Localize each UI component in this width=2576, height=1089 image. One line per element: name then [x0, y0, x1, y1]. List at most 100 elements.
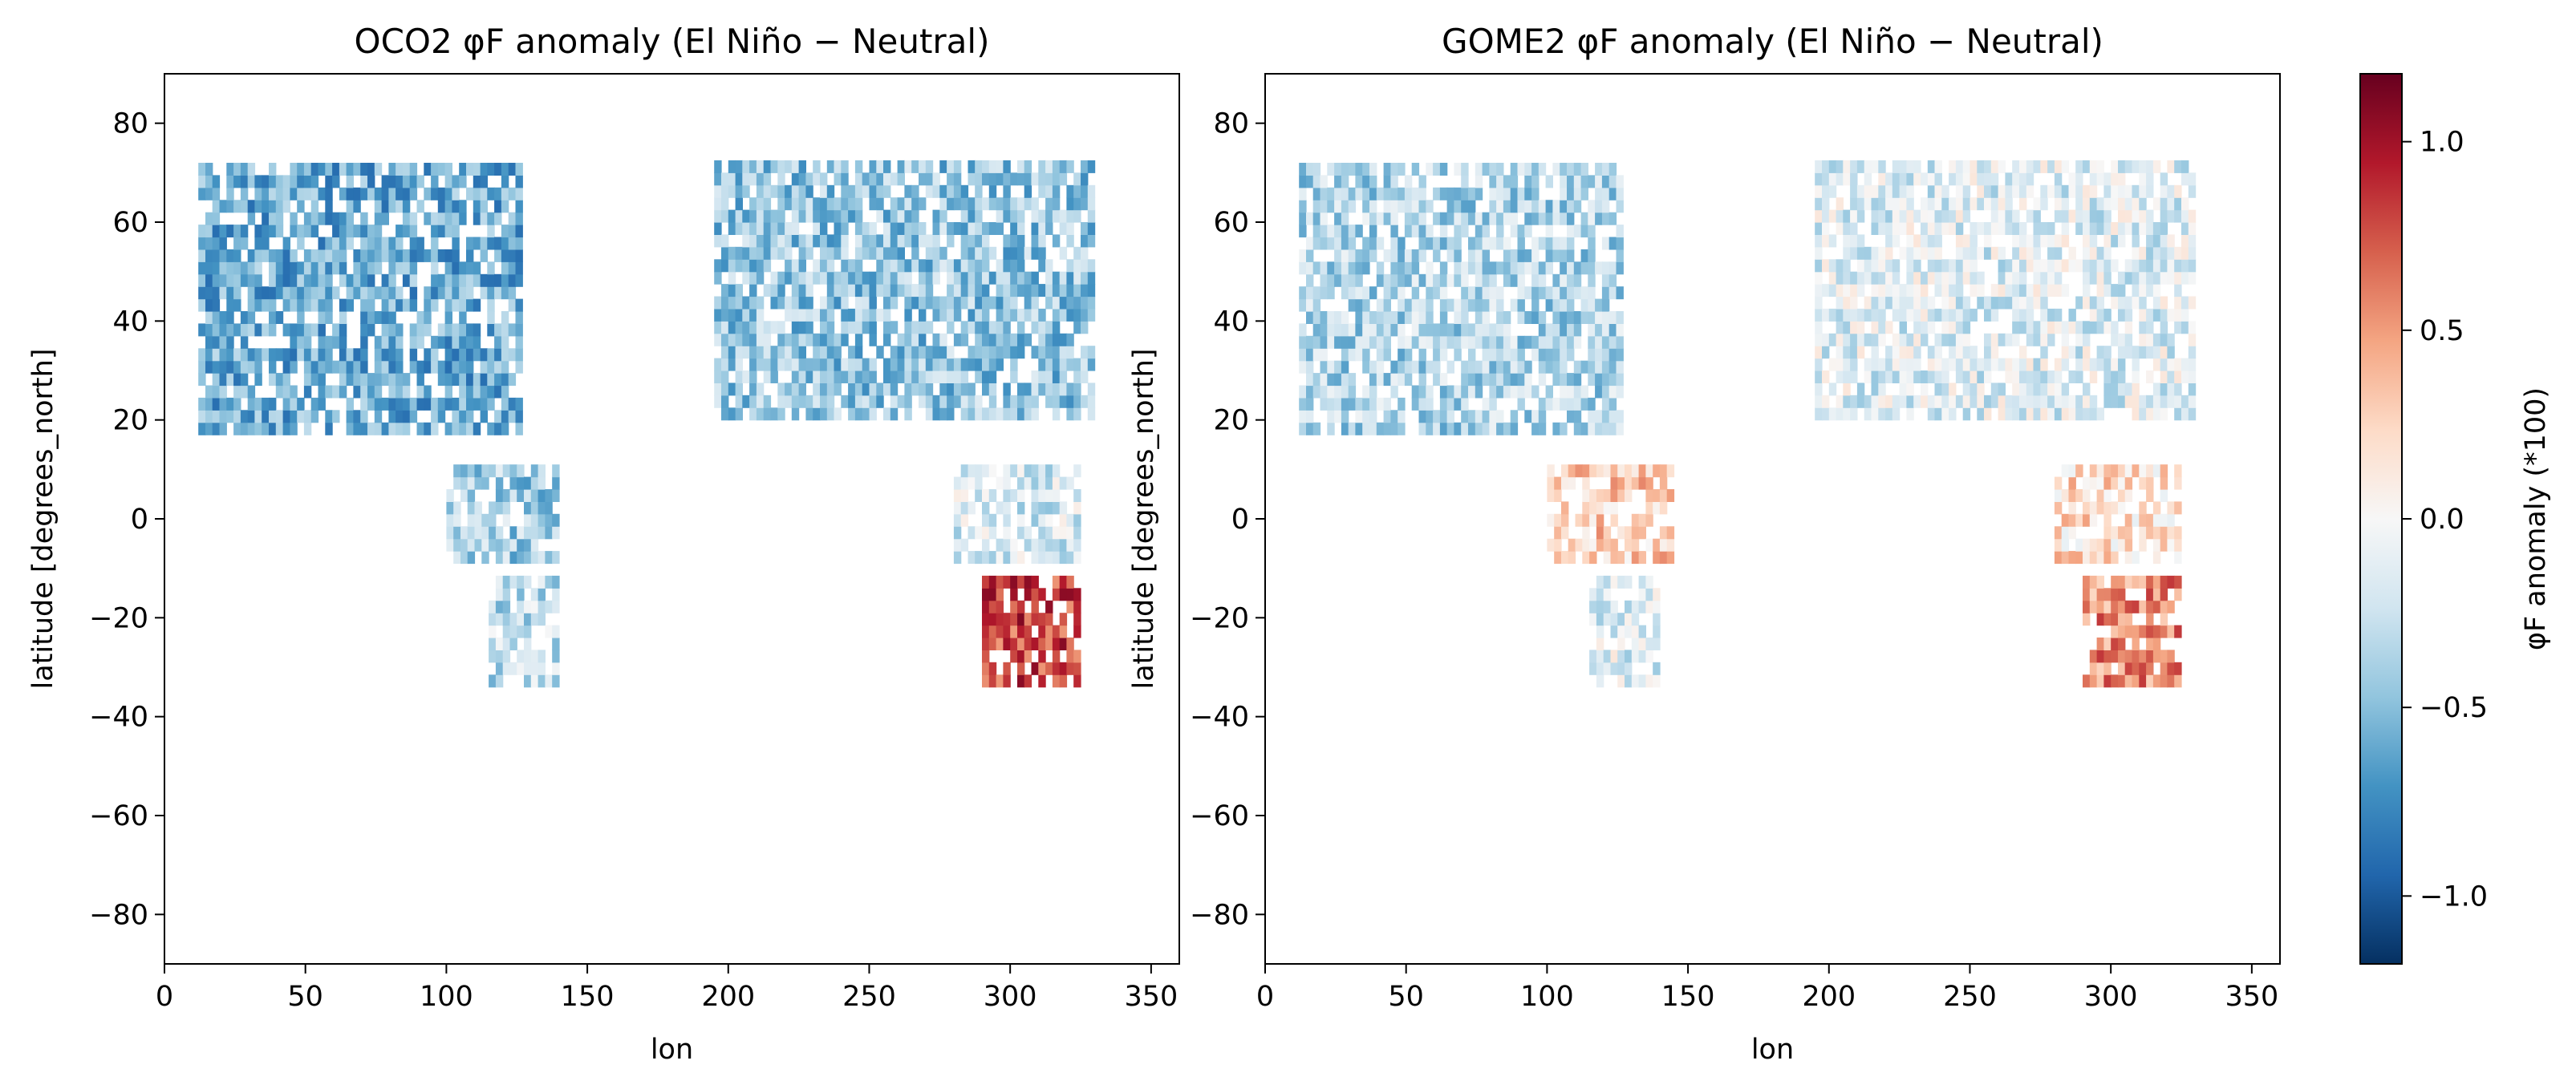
heatmap-cell — [524, 600, 532, 613]
heatmap-cell — [495, 638, 504, 650]
heatmap-cell — [1510, 225, 1519, 238]
heatmap-cell — [409, 273, 418, 287]
heatmap-cell — [1398, 200, 1406, 213]
heatmap-cell — [953, 370, 962, 383]
heatmap-cell — [303, 249, 312, 262]
heatmap-cell — [1404, 360, 1413, 374]
heatmap-cell — [2068, 501, 2076, 515]
heatmap-cell — [2118, 674, 2126, 688]
heatmap-cell — [2040, 271, 2048, 285]
heatmap-cell — [1538, 348, 1547, 362]
heatmap-cell — [1617, 650, 1625, 663]
heatmap-cell — [728, 296, 736, 310]
heatmap-cell — [2089, 321, 2098, 334]
heatmap-cell — [960, 284, 969, 298]
heatmap-cell — [495, 575, 504, 589]
heatmap-cell — [841, 246, 849, 260]
heatmap-cell — [1376, 212, 1385, 225]
heatmap-cell — [1411, 286, 1420, 300]
heatmap-cell — [1003, 613, 1011, 626]
heatmap-cell — [805, 333, 813, 346]
heatmap-cell — [1059, 662, 1068, 675]
heatmap-cell — [1822, 222, 1830, 235]
heatmap-cell — [1320, 212, 1328, 225]
heatmap-cell — [1376, 360, 1385, 374]
heatmap-cell — [1850, 358, 1858, 371]
heatmap-cell — [1545, 225, 1553, 238]
heatmap-cell — [205, 360, 213, 374]
heatmap-cell — [2139, 526, 2147, 540]
heatmap-cell — [996, 551, 1004, 565]
heatmap-cell — [791, 222, 800, 235]
heatmap-cell — [1864, 333, 1872, 346]
heatmap-cell — [1589, 588, 1597, 601]
heatmap-cell — [318, 397, 326, 411]
heatmap-cell — [219, 286, 227, 300]
heatmap-cell — [1418, 360, 1426, 374]
heatmap-cell — [1617, 625, 1625, 638]
heatmap-cell — [982, 259, 990, 273]
heatmap-cell — [247, 286, 256, 300]
heatmap-cell — [953, 501, 962, 515]
heatmap-cell — [1031, 407, 1039, 421]
heatmap-cell — [1468, 237, 1476, 250]
heatmap-cell — [763, 259, 772, 273]
heatmap-cell — [2083, 395, 2091, 408]
heatmap-cell — [1306, 385, 1314, 399]
heatmap-cell — [346, 373, 354, 387]
heatmap-cell — [1426, 298, 1434, 312]
heatmap-cell — [982, 526, 990, 540]
heatmap-cell — [2174, 407, 2182, 421]
heatmap-cell — [919, 370, 927, 383]
heatmap-cell — [1031, 346, 1039, 359]
heatmap-cell — [1921, 296, 1929, 310]
heatmap-cell — [2083, 358, 2091, 371]
heatmap-cell — [360, 249, 368, 262]
heatmap-cell — [1899, 209, 1907, 223]
y-tick-label: 80 — [112, 108, 148, 140]
heatmap-cell — [1468, 249, 1476, 262]
heatmap-cell — [473, 200, 481, 213]
heatmap-cell — [1059, 271, 1068, 285]
heatmap-cell — [1843, 358, 1851, 371]
heatmap-cell — [1596, 489, 1604, 502]
heatmap-cell — [339, 323, 347, 337]
heatmap-cell — [2047, 321, 2055, 334]
heatmap-cell — [2047, 407, 2055, 421]
heatmap-cell — [988, 600, 997, 613]
heatmap-cell — [515, 335, 523, 349]
heatmap-cell — [1482, 410, 1490, 423]
heatmap-cell — [1081, 321, 1089, 334]
heatmap-cell — [890, 197, 899, 211]
heatmap-cell — [1426, 323, 1434, 337]
heatmap-cell — [890, 370, 899, 383]
heatmap-cell — [226, 348, 234, 362]
heatmap-cell — [1856, 395, 1865, 408]
heatmap-cell — [205, 335, 213, 349]
heatmap-cell — [1990, 395, 1999, 408]
heatmap-cell — [2061, 160, 2070, 173]
heatmap-cell — [396, 360, 404, 374]
heatmap-cell — [1573, 187, 1582, 200]
heatmap-cell — [1638, 513, 1646, 527]
heatmap-cell — [240, 335, 249, 349]
heatmap-cell — [1856, 246, 1865, 260]
heatmap-cell — [1439, 212, 1448, 225]
heatmap-cell — [353, 360, 361, 374]
heatmap-cell — [1815, 271, 1823, 285]
heatmap-cell — [262, 286, 270, 300]
heatmap-cell — [1850, 246, 1858, 260]
heatmap-cell — [515, 422, 523, 435]
heatmap-cell — [1327, 360, 1335, 374]
heatmap-cell — [1582, 551, 1590, 565]
heatmap-cell — [2146, 184, 2154, 198]
heatmap-cell — [1362, 410, 1370, 423]
heatmap-cell — [1949, 333, 1957, 346]
heatmap-cell — [388, 385, 396, 399]
heatmap-cell — [381, 422, 389, 435]
heatmap-cell — [1899, 284, 1907, 298]
heatmap-cell — [2174, 551, 2182, 565]
heatmap-cell — [1390, 373, 1398, 387]
heatmap-cell — [2152, 625, 2161, 638]
heatmap-cell — [2167, 650, 2175, 663]
